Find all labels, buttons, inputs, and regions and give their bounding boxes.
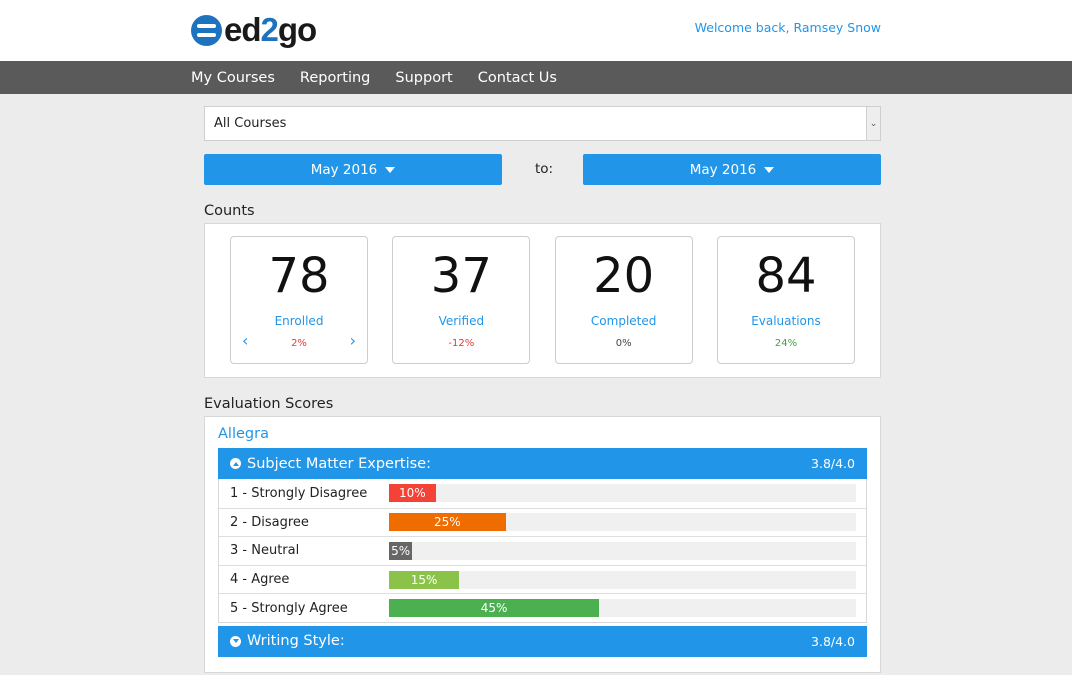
logo-mark-icon [191, 14, 222, 46]
score-row-label: 4 - Agree [230, 572, 290, 588]
accordion-score: 3.8/4.0 [811, 456, 855, 471]
score-row-label: 5 - Strongly Agree [230, 600, 348, 616]
date-from-button[interactable]: May 2016 [204, 154, 502, 185]
count-change: 0% [615, 338, 632, 349]
accordion-score: 3.8/4.0 [811, 633, 855, 649]
nav-my-courses[interactable]: My Courses [191, 69, 275, 86]
count-card-evaluations: 84 Evaluations 24% [716, 236, 855, 364]
counts-panel: 78 Enrolled 2% ‹ › 37 Verified -12% 20 C… [204, 223, 881, 378]
score-row-label: 3 - Neutral [230, 543, 300, 559]
welcome-message: Welcome back, Ramsey Snow [694, 20, 881, 35]
accordion-title: Subject Matter Expertise: [247, 455, 431, 472]
score-bar: 45% [389, 599, 600, 618]
chevron-left-icon[interactable]: ‹ [242, 331, 249, 350]
score-row: 4 - Agree 15% [219, 564, 866, 594]
score-bar: 10% [389, 484, 436, 503]
score-bar: 25% [389, 513, 506, 532]
accordion-subject-matter[interactable]: Subject Matter Expertise: 3.8/4.0 [218, 448, 867, 479]
score-row: 2 - Disagree 25% [219, 507, 866, 537]
expand-icon [230, 635, 241, 647]
nav-reporting[interactable]: Reporting [299, 69, 371, 86]
main-content: All Courses ⌄ May 2016 to: May 2016 Coun… [204, 106, 881, 673]
nav-support[interactable]: Support [395, 69, 453, 86]
chevron-right-icon[interactable]: › [349, 331, 356, 350]
score-bar-track: 5% [389, 541, 856, 560]
date-to-value: May 2016 [689, 161, 757, 178]
count-card-enrolled: 78 Enrolled 2% ‹ › [230, 236, 368, 364]
instructor-link[interactable]: Allegra [218, 426, 269, 442]
count-value: 84 [755, 248, 817, 304]
score-row: 3 - Neutral 5% [219, 536, 866, 565]
evaluation-panel: Allegra Subject Matter Expertise: 3.8/4.… [204, 416, 881, 673]
count-card-verified: 37 Verified -12% [392, 236, 531, 364]
count-label: Verified [438, 314, 485, 328]
top-header: ed2go Welcome back, Ramsey Snow [0, 0, 1072, 61]
score-bar: 5% [389, 541, 413, 560]
count-label: Completed [590, 314, 657, 328]
evaluation-title: Evaluation Scores [204, 396, 334, 412]
date-to-label: to: [535, 161, 554, 177]
counts-title: Counts [204, 203, 255, 219]
logo-text: ed2go [224, 11, 317, 48]
score-bar-track: 15% [389, 570, 856, 589]
ed2go-logo[interactable]: ed2go [191, 11, 317, 49]
count-card-completed: 20 Completed 0% [554, 236, 693, 364]
score-bar-track: 25% [389, 513, 856, 532]
caret-down-icon [385, 166, 396, 173]
count-label: Evaluations [751, 314, 821, 328]
score-bar: 15% [389, 570, 460, 589]
date-range: May 2016 to: May 2016 [204, 154, 881, 185]
score-row: 1 - Strongly Disagree 10% [219, 479, 866, 508]
nav-contact-us[interactable]: Contact Us [477, 69, 557, 86]
course-select-value: All Courses [214, 116, 287, 131]
score-row: 5 - Strongly Agree 45% [219, 593, 866, 622]
date-to-button[interactable]: May 2016 [583, 154, 881, 185]
count-value: 20 [593, 248, 655, 304]
accordion-writing-style[interactable]: Writing Style: 3.8/4.0 [218, 625, 867, 657]
score-bar-track: 45% [389, 599, 856, 618]
chevron-down-icon[interactable]: ⌄ [866, 107, 880, 140]
caret-down-icon [764, 166, 775, 173]
collapse-icon [230, 458, 241, 469]
score-bar-track: 10% [389, 484, 856, 503]
count-change: -12% [448, 338, 475, 349]
course-select[interactable]: All Courses ⌄ [204, 106, 881, 141]
count-value: 78 [268, 248, 330, 304]
count-change: 2% [291, 338, 307, 349]
score-row-label: 1 - Strongly Disagree [230, 485, 368, 501]
count-change: 24% [774, 338, 798, 349]
date-from-label: May 2016 [310, 161, 378, 178]
count-value: 37 [430, 248, 492, 304]
score-rows: 1 - Strongly Disagree 10% 2 - Disagree 2… [218, 479, 867, 623]
count-label: Enrolled [274, 314, 324, 328]
score-row-label: 2 - Disagree [230, 514, 309, 530]
accordion-title: Writing Style: [247, 633, 345, 650]
main-nav: My Courses Reporting Support Contact Us [0, 61, 1072, 94]
